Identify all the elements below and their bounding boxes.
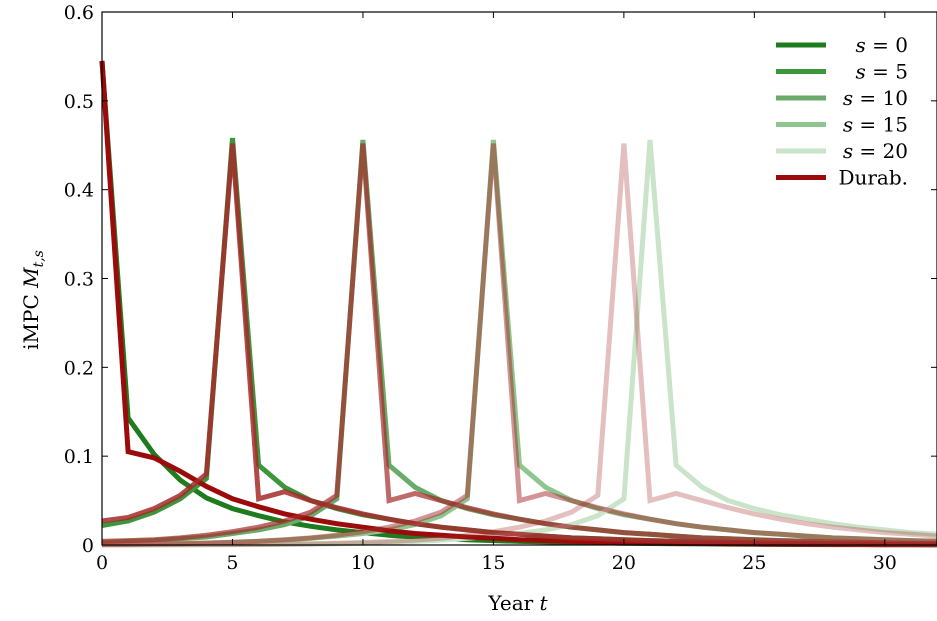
y-tick-label-1: 0.1 bbox=[64, 446, 94, 468]
x-tick-label-10: 10 bbox=[351, 552, 375, 574]
series-line-durable-8 bbox=[101, 143, 937, 547]
legend-label-2: s = 10 bbox=[843, 86, 908, 110]
legend-label-1: s = 5 bbox=[856, 60, 908, 84]
y-tick-label-0: 0 bbox=[82, 535, 94, 557]
series-layer bbox=[99, 60, 937, 548]
y-tick-label-6: 0.6 bbox=[64, 2, 94, 24]
x-tick-label-5: 5 bbox=[226, 552, 238, 574]
x-tick-label-0: 0 bbox=[96, 552, 108, 574]
legend-label-5: Durab. bbox=[838, 166, 908, 190]
y-tick-label-5: 0.5 bbox=[64, 91, 94, 113]
x-axis-label: Year t bbox=[487, 591, 548, 615]
legend-label-4: s = 20 bbox=[843, 139, 908, 163]
series-line-durable-7 bbox=[101, 143, 937, 546]
legend: s = 0 s = 5s = 10 s = 15s = 20 Durab. bbox=[776, 33, 908, 190]
x-tick-label-30: 30 bbox=[873, 552, 897, 574]
ticks-layer: 0 5 10 15 20 25 30 0 0.1 0.2 0.3 0.4 0.5 0.6 bbox=[64, 2, 937, 574]
y-tick-label-3: 0.3 bbox=[64, 269, 94, 291]
y-tick-label-2: 0.2 bbox=[64, 357, 94, 379]
x-tick-label-20: 20 bbox=[612, 552, 636, 574]
legend-label-3: s = 15 bbox=[843, 113, 908, 137]
y-axis-label: iMPC Mt,s bbox=[19, 250, 47, 350]
legend-label-0: s = 0 bbox=[856, 33, 908, 57]
y-tick-label-4: 0.4 bbox=[64, 180, 94, 202]
x-tick-label-15: 15 bbox=[481, 552, 505, 574]
x-tick-label-25: 25 bbox=[742, 552, 766, 574]
